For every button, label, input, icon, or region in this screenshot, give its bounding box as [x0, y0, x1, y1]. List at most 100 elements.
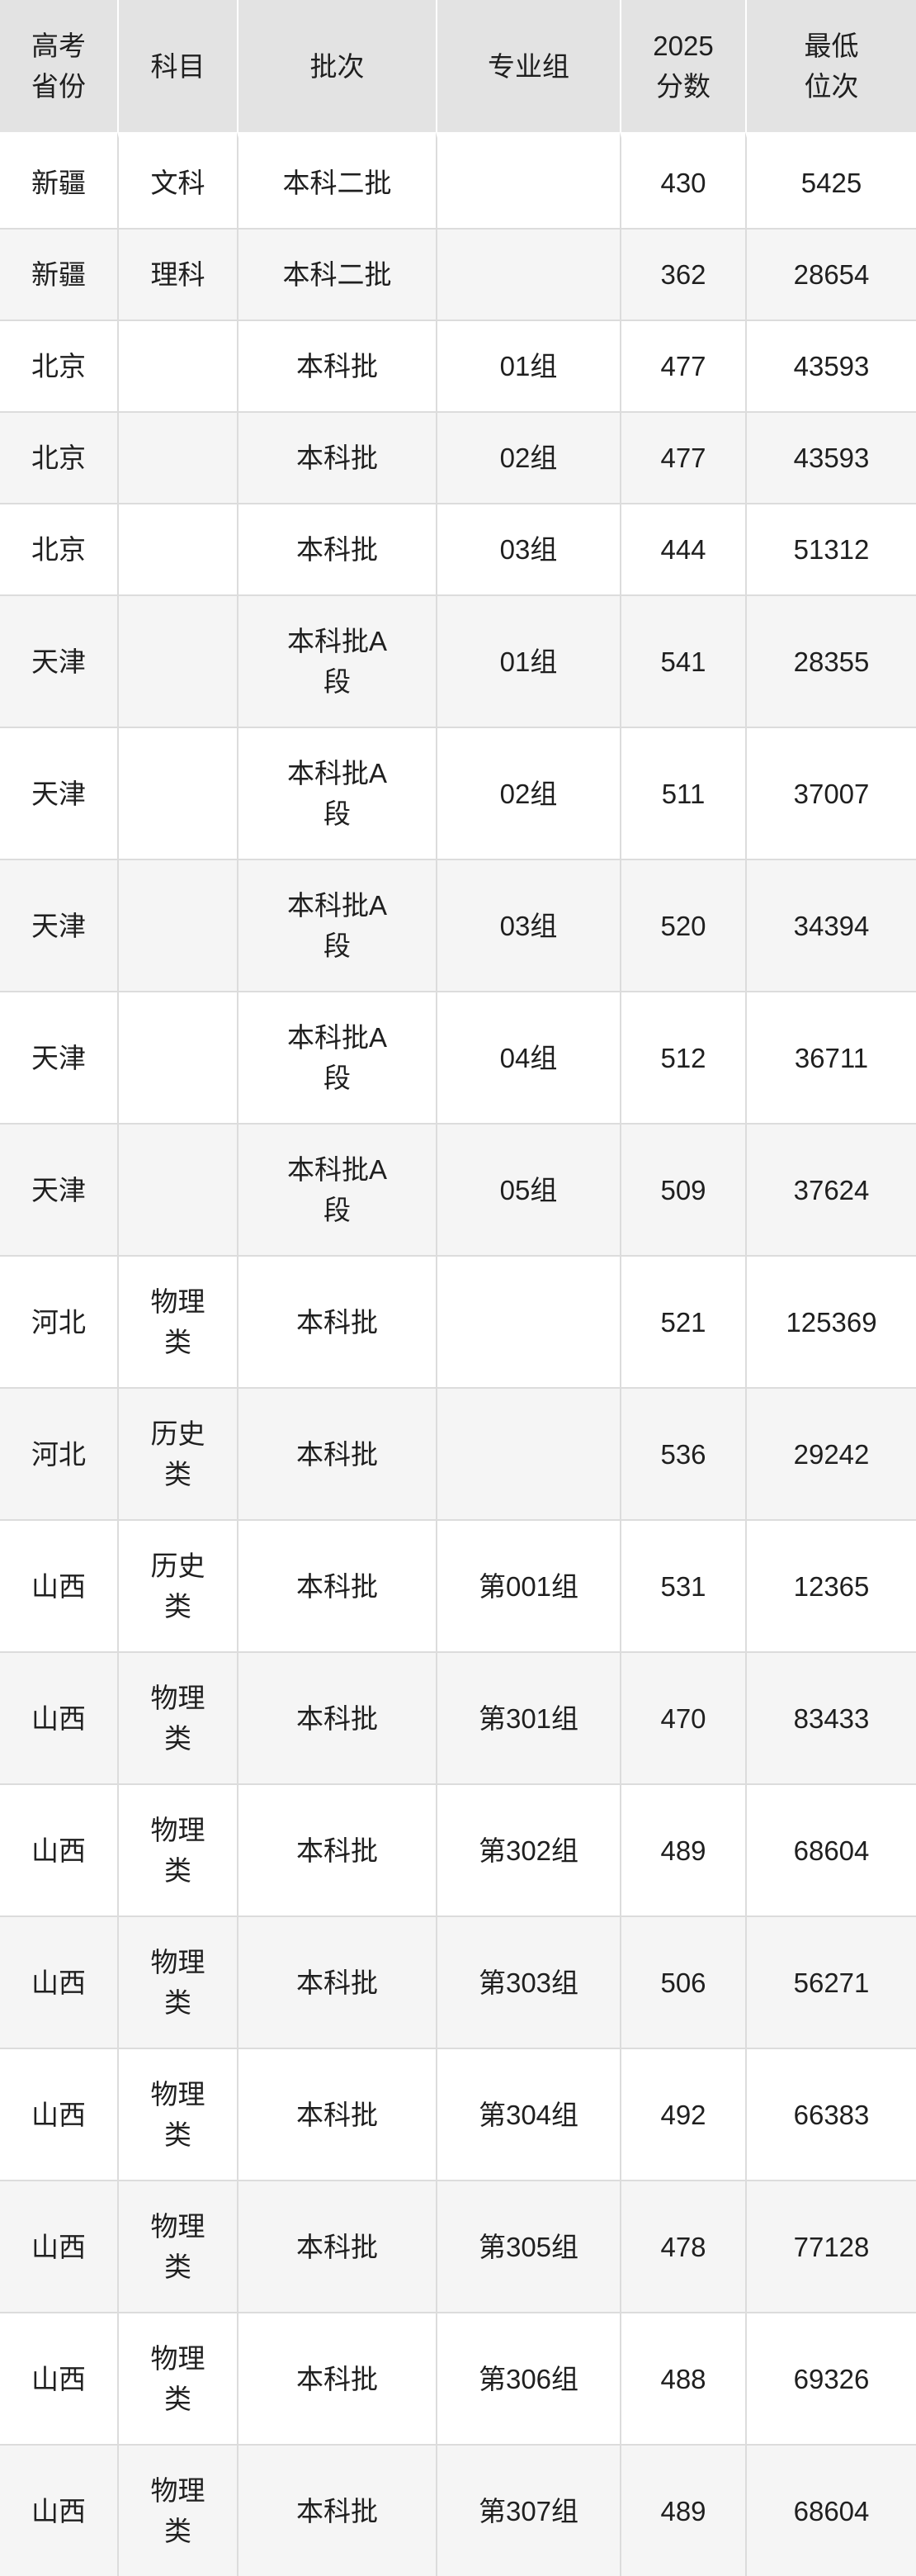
col-header-lowest-rank: 最低 位次 [745, 0, 916, 132]
cell-lowest-rank: 51312 [745, 503, 916, 594]
cell-score-2025: 521 [620, 1255, 745, 1387]
col-header-score-2025: 2025 分数 [620, 0, 745, 132]
cell-lowest-rank: 43593 [745, 320, 916, 411]
cell-subject [117, 594, 237, 727]
cell-score-2025: 478 [620, 2180, 745, 2312]
cell-major-group: 第306组 [436, 2312, 620, 2444]
table-row: 新疆 文科 本科二批 430 5425 [0, 132, 916, 228]
cell-subject: 物理类 [117, 2444, 237, 2576]
cell-subject [117, 859, 237, 991]
table-row: 山西 物理类 本科批 第301组 470 83433 [0, 1651, 916, 1783]
cell-subject: 物理类 [117, 1783, 237, 1915]
cell-score-2025: 531 [620, 1519, 745, 1651]
table-row: 山西 物理类 本科批 第302组 489 68604 [0, 1783, 916, 1915]
cell-major-group [436, 1387, 620, 1519]
table-row: 新疆 理科 本科二批 362 28654 [0, 228, 916, 320]
cell-lowest-rank: 28654 [745, 228, 916, 320]
cell-batch: 本科批A段 [237, 859, 436, 991]
cell-lowest-rank: 66383 [745, 2048, 916, 2180]
cell-score-2025: 444 [620, 503, 745, 594]
cell-lowest-rank: 37624 [745, 1123, 916, 1255]
table-row: 山西 物理类 本科批 第307组 489 68604 [0, 2444, 916, 2576]
cell-lowest-rank: 77128 [745, 2180, 916, 2312]
cell-major-group: 第301组 [436, 1651, 620, 1783]
table-row: 河北 历史类 本科批 536 29242 [0, 1387, 916, 1519]
cell-score-2025: 488 [620, 2312, 745, 2444]
table-row: 天津 本科批A段 02组 511 37007 [0, 727, 916, 859]
cell-major-group [436, 228, 620, 320]
cell-batch: 本科批 [237, 2312, 436, 2444]
cell-subject: 物理类 [117, 2312, 237, 2444]
cell-score-2025: 477 [620, 320, 745, 411]
cell-subject: 物理类 [117, 1255, 237, 1387]
table-row: 天津 本科批A段 01组 541 28355 [0, 594, 916, 727]
cell-major-group: 05组 [436, 1123, 620, 1255]
table-body: 新疆 文科 本科二批 430 5425 新疆 理科 本科二批 362 28654… [0, 132, 916, 2576]
cell-major-group: 04组 [436, 991, 620, 1123]
cell-lowest-rank: 29242 [745, 1387, 916, 1519]
cell-batch: 本科批 [237, 2444, 436, 2576]
cell-province: 北京 [0, 320, 117, 411]
cell-province: 山西 [0, 2312, 117, 2444]
cell-subject [117, 727, 237, 859]
cell-major-group: 03组 [436, 503, 620, 594]
cell-province: 山西 [0, 1651, 117, 1783]
cell-major-group: 第303组 [436, 1915, 620, 2048]
table-row: 河北 物理类 本科批 521 125369 [0, 1255, 916, 1387]
cell-batch: 本科批 [237, 1387, 436, 1519]
cell-province: 天津 [0, 727, 117, 859]
cell-major-group: 02组 [436, 411, 620, 503]
cell-province: 山西 [0, 2444, 117, 2576]
cell-batch: 本科批A段 [237, 594, 436, 727]
cell-subject [117, 503, 237, 594]
cell-major-group: 03组 [436, 859, 620, 991]
cell-lowest-rank: 68604 [745, 1783, 916, 1915]
cell-batch: 本科批 [237, 2048, 436, 2180]
cell-lowest-rank: 68604 [745, 2444, 916, 2576]
cell-score-2025: 430 [620, 132, 745, 228]
table-row: 山西 历史类 本科批 第001组 531 12365 [0, 1519, 916, 1651]
cell-subject [117, 411, 237, 503]
cell-subject [117, 320, 237, 411]
cell-batch: 本科批A段 [237, 1123, 436, 1255]
cell-major-group: 第304组 [436, 2048, 620, 2180]
table-row: 北京 本科批 02组 477 43593 [0, 411, 916, 503]
col-header-major-group: 专业组 [436, 0, 620, 132]
col-header-subject: 科目 [117, 0, 237, 132]
cell-province: 山西 [0, 2048, 117, 2180]
cell-score-2025: 541 [620, 594, 745, 727]
cell-batch: 本科批 [237, 1783, 436, 1915]
cell-batch: 本科二批 [237, 132, 436, 228]
cell-province: 山西 [0, 1783, 117, 1915]
cell-subject: 物理类 [117, 1651, 237, 1783]
cell-lowest-rank: 125369 [745, 1255, 916, 1387]
cell-lowest-rank: 43593 [745, 411, 916, 503]
cell-province: 北京 [0, 503, 117, 594]
cell-major-group: 第305组 [436, 2180, 620, 2312]
cell-lowest-rank: 34394 [745, 859, 916, 991]
cell-major-group: 01组 [436, 320, 620, 411]
cell-province: 天津 [0, 991, 117, 1123]
cell-score-2025: 506 [620, 1915, 745, 2048]
cell-batch: 本科批A段 [237, 727, 436, 859]
cell-subject [117, 1123, 237, 1255]
cell-score-2025: 511 [620, 727, 745, 859]
cell-subject: 历史类 [117, 1519, 237, 1651]
cell-province: 山西 [0, 2180, 117, 2312]
cell-province: 山西 [0, 1519, 117, 1651]
cell-batch: 本科批A段 [237, 991, 436, 1123]
table-row: 山西 物理类 本科批 第303组 506 56271 [0, 1915, 916, 2048]
cell-batch: 本科批 [237, 2180, 436, 2312]
cell-batch: 本科批 [237, 1915, 436, 2048]
cell-score-2025: 489 [620, 1783, 745, 1915]
cell-subject: 物理类 [117, 2048, 237, 2180]
table-row: 山西 物理类 本科批 第306组 488 69326 [0, 2312, 916, 2444]
cell-province: 河北 [0, 1387, 117, 1519]
cell-major-group: 第302组 [436, 1783, 620, 1915]
cell-major-group [436, 1255, 620, 1387]
cell-province: 河北 [0, 1255, 117, 1387]
cell-batch: 本科批 [237, 503, 436, 594]
cell-major-group: 第307组 [436, 2444, 620, 2576]
cell-subject: 物理类 [117, 1915, 237, 2048]
